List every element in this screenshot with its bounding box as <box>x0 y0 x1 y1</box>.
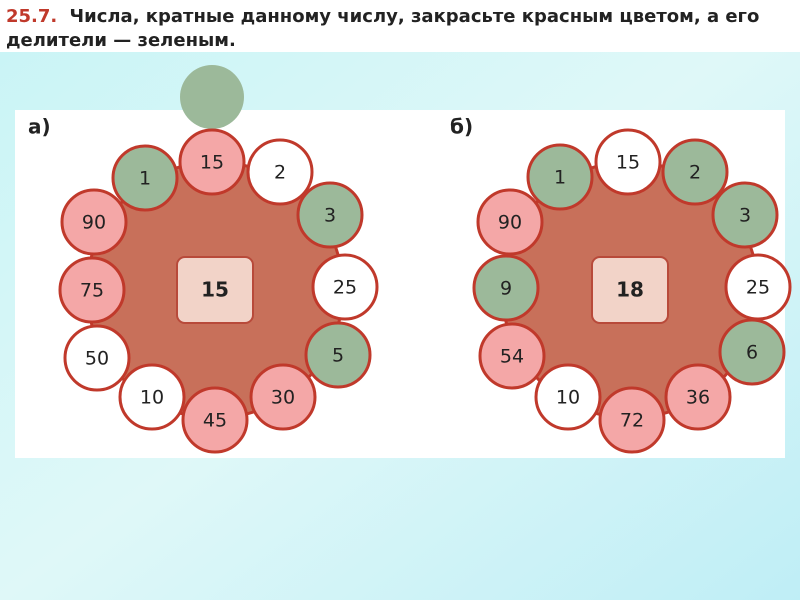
circle-number: 15 <box>200 152 224 174</box>
circle-number: 45 <box>203 410 227 432</box>
circle-number: 6 <box>746 342 758 364</box>
circle-number: 25 <box>333 277 357 299</box>
number-circle <box>661 138 729 206</box>
circle-number: 3 <box>324 205 336 227</box>
number-circle <box>249 363 317 431</box>
number-circle <box>598 386 666 454</box>
decor-circle <box>180 65 244 129</box>
circle-number: 25 <box>746 277 770 299</box>
circle-number: 15 <box>616 152 640 174</box>
number-circle <box>178 128 246 196</box>
exercise-number: 25.7. <box>6 6 57 27</box>
diagrams: а) 15 1 15 2 3 25 5 30 45 10 50 75 90 б) 18 1 15 2 3 25 6 36 72… <box>28 115 792 454</box>
circle-number: 9 <box>500 278 512 300</box>
circle-number: 36 <box>686 387 710 409</box>
number-circle <box>476 188 544 256</box>
number-circle <box>718 318 786 386</box>
circle-number: 2 <box>689 162 701 184</box>
center-box <box>591 256 669 324</box>
number-circle <box>60 188 128 256</box>
number-circle <box>472 254 540 322</box>
header-band <box>0 0 800 52</box>
circle-number: 50 <box>85 348 109 370</box>
number-circle <box>304 321 372 389</box>
number-circle <box>111 144 179 212</box>
number-circle <box>118 363 186 431</box>
circle-number: 1 <box>554 167 566 189</box>
number-circle <box>526 143 594 211</box>
number-circle <box>246 138 314 206</box>
number-circle <box>181 386 249 454</box>
number-circle <box>58 256 126 324</box>
center-number: 15 <box>201 278 229 302</box>
circle-number: 10 <box>140 387 164 409</box>
center-number: 18 <box>616 278 644 302</box>
circle-number: 75 <box>80 280 104 302</box>
exercise-text: Числа, кратные данному числу, закрасьте … <box>70 6 760 27</box>
number-circle <box>296 181 364 249</box>
diagram-label: б) <box>450 115 473 139</box>
circle-number: 5 <box>332 345 344 367</box>
center-box <box>176 256 254 324</box>
exercise-text: делители — зеленым. <box>6 30 236 51</box>
number-circle <box>724 253 792 321</box>
number-circle <box>63 324 131 392</box>
circle-number: 1 <box>139 168 151 190</box>
number-circle <box>711 181 779 249</box>
circle-number: 3 <box>739 205 751 227</box>
number-circle <box>311 253 379 321</box>
circle-number: 54 <box>500 346 524 368</box>
circle-number: 30 <box>271 387 295 409</box>
number-circle <box>664 363 732 431</box>
diagram-label: а) <box>28 115 51 139</box>
circle-number: 2 <box>274 162 286 184</box>
circle-number: 90 <box>498 212 522 234</box>
circle-number: 90 <box>82 212 106 234</box>
number-circle <box>534 363 602 431</box>
circle-number: 10 <box>556 387 580 409</box>
exercise-title: 25.7. Числа, кратные данному числу, закр… <box>6 6 759 27</box>
number-circle <box>478 322 546 390</box>
circle-number: 72 <box>620 410 644 432</box>
number-circle <box>594 128 662 196</box>
